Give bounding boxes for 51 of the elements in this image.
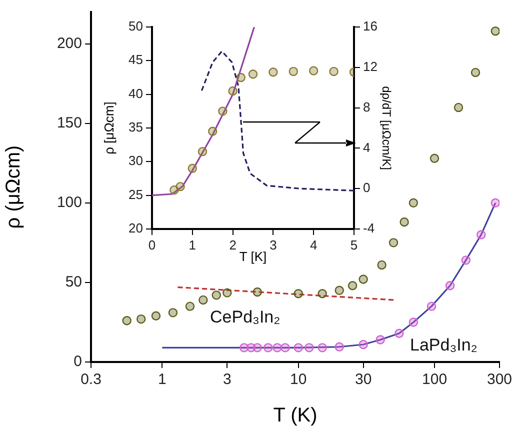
point (188, 164, 197, 173)
y-tick-label: 20 (128, 220, 143, 236)
y-tick-label: 150 (56, 114, 82, 132)
y2-tick-label: -4 (363, 220, 375, 236)
y2-axis-title: dρ/dT [μΩcm/K] (379, 86, 394, 170)
x-tick-label: 0 (148, 237, 156, 252)
point (268, 68, 278, 77)
series-label: CePd₃In₂ (210, 308, 280, 327)
x-tick-label: 0.3 (80, 371, 102, 388)
point (329, 66, 338, 76)
x-tick-label: 10 (290, 371, 307, 388)
x-tick-label: 4 (310, 237, 318, 252)
y-tick-label: 0 (74, 353, 82, 370)
y-tick-label: 30 (128, 153, 143, 168)
y2-tick-label: 8 (363, 99, 370, 114)
point (309, 66, 318, 76)
y2-tick-label: 4 (363, 140, 370, 155)
x-tick-label: 5 (350, 237, 358, 252)
x-axis-title: T [K] (239, 248, 267, 264)
point (228, 86, 238, 96)
point (288, 66, 298, 76)
y-axis-title: ρ [μΩcm] (101, 102, 116, 154)
y2-tick-label: 16 (363, 18, 378, 34)
x-tick-label: 100 (422, 371, 448, 388)
y-axis-title: ρ (μΩcm) (2, 145, 25, 229)
x-tick-label: 1 (188, 237, 196, 252)
x-tick-label: 3 (270, 237, 277, 252)
point (248, 70, 258, 79)
point (176, 182, 185, 192)
x-tick-label: 300 (486, 371, 512, 388)
y-tick-label: 45 (128, 52, 143, 68)
line-series (200, 50, 354, 192)
y-tick-label: 100 (56, 194, 82, 212)
x-tick-label: 30 (354, 371, 372, 388)
y-tick-label: 50 (128, 18, 143, 34)
y-tick-label: 200 (56, 34, 82, 52)
point (236, 72, 246, 82)
y-tick-label: 25 (128, 186, 143, 202)
point (198, 146, 208, 156)
x-tick-label: 3 (222, 371, 232, 388)
point (218, 106, 228, 116)
y2-tick-label: 12 (363, 58, 378, 74)
x-tick-label: 1 (158, 371, 166, 388)
y-tick-label: 50 (65, 274, 82, 291)
y-tick-label: 35 (128, 120, 143, 135)
x-axis-title: T (K) (273, 404, 318, 427)
y-tick-label: 40 (128, 86, 143, 101)
point (208, 126, 218, 136)
x-tick-label: 2 (229, 237, 236, 252)
series-label: LaPd₃In₂ (410, 336, 478, 355)
y2-tick-label: 0 (363, 180, 370, 196)
